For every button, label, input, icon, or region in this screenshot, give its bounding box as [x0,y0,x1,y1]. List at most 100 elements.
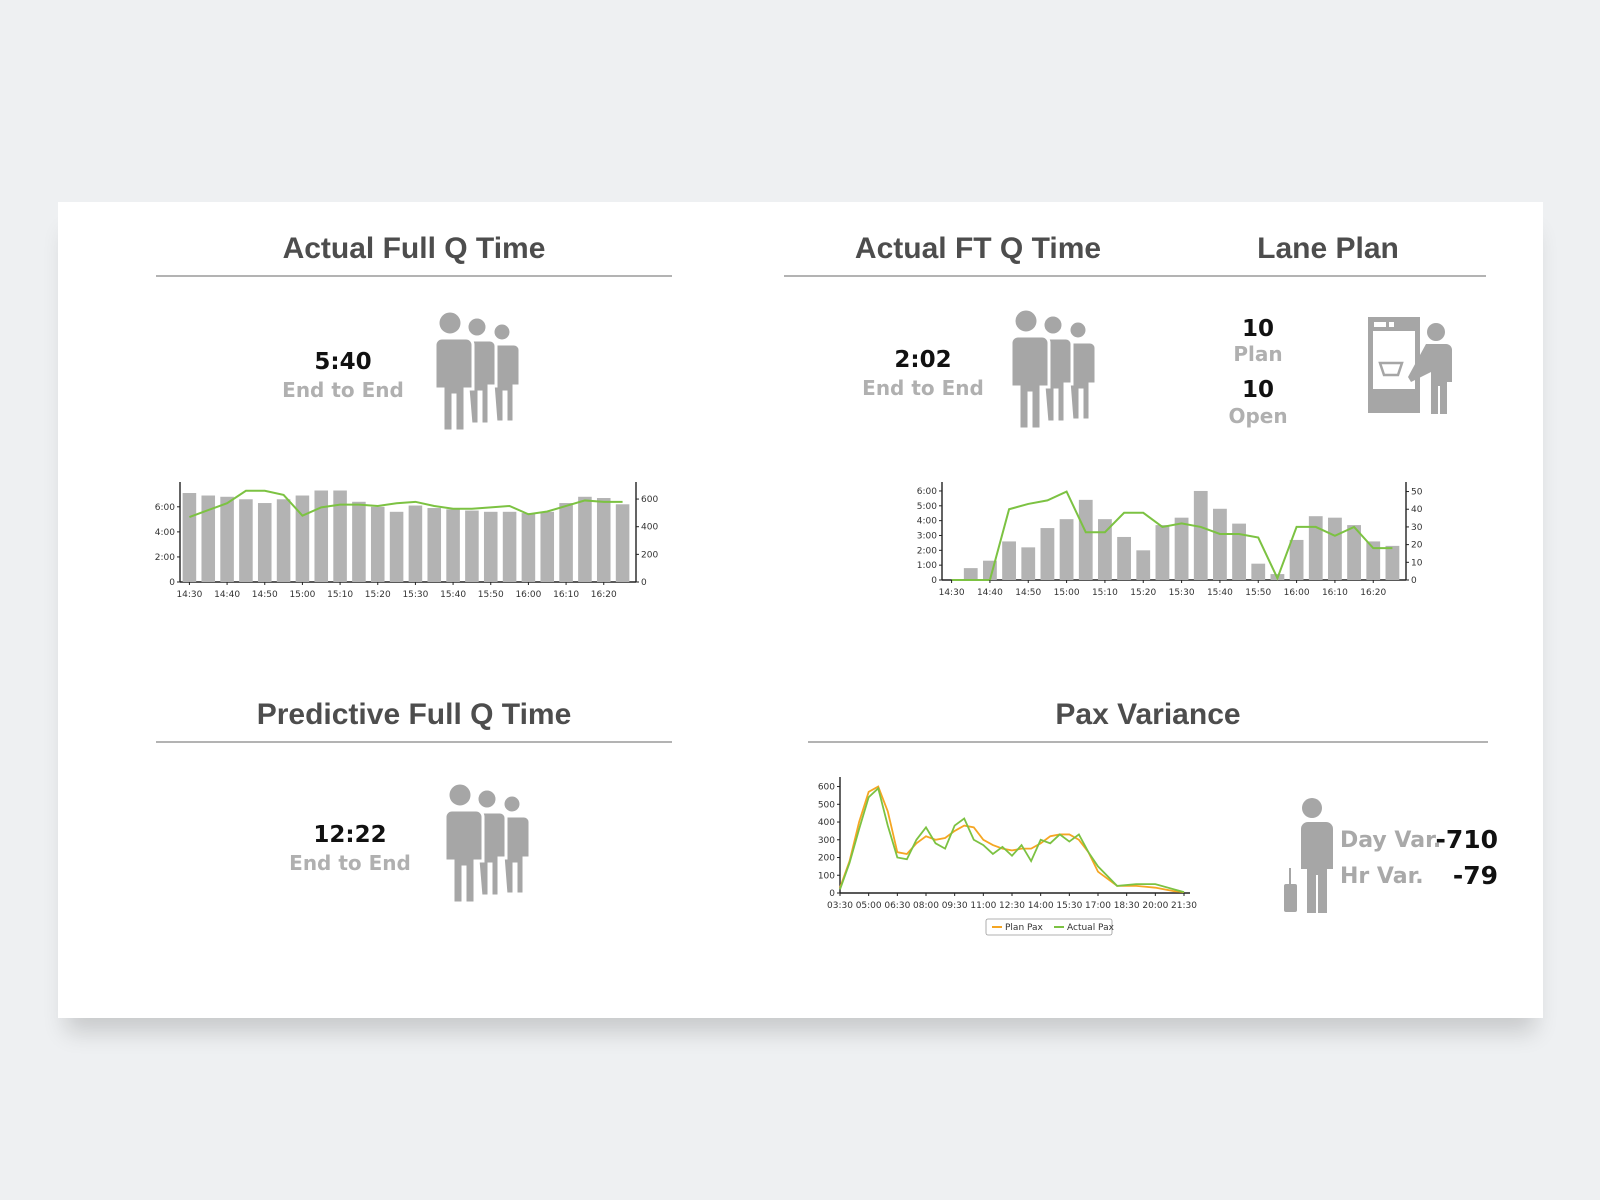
y-tick-label: 300 [818,836,835,846]
y-tick-label: 6:00 [155,503,175,513]
x-tick-label: 05:00 [856,901,882,911]
bar-15:40 [1213,508,1227,580]
lane-plan-plan-label: Plan [1233,342,1283,366]
x-tick-label: 15:40 [440,590,466,600]
bar-15:10 [1098,519,1112,580]
bar-16:25 [1385,545,1400,580]
y2-tick-label: 50 [1411,488,1423,498]
x-tick-label: 12:30 [999,901,1025,911]
x-tick-label: 15:40 [1207,588,1233,598]
x-tick-label: 16:10 [1322,588,1348,598]
bar-16:20 [1366,541,1381,580]
y-tick-label: 0 [931,576,937,586]
lane-plan-title: Lane Plan [1257,232,1399,265]
y2-tick-label: 400 [641,523,658,533]
y2-tick-label: 600 [641,495,658,505]
pax-variance-title: Pax Variance [1055,698,1241,731]
y-tick-label: 2:00 [917,546,937,556]
bar-15:05 [314,490,329,582]
x-tick-label: 15:10 [327,590,353,600]
bar-15:30 [1174,517,1189,580]
y-tick-label: 4:00 [917,517,937,527]
actual-ft-q-value: 2:02 [894,347,952,373]
bar-16:20 [596,498,611,582]
lane-plan-open-label: Open [1228,404,1288,428]
bar-15:20 [370,506,385,582]
bar-15:20 [1136,550,1151,580]
y-tick-label: 0 [829,889,835,899]
y-tick-label: 600 [818,783,835,793]
y2-tick-label: 40 [1411,505,1423,515]
bar-15:25 [389,511,404,582]
x-tick-label: 16:00 [515,590,541,600]
y2-tick-label: 0 [641,578,647,588]
bar-14:45 [1002,541,1016,580]
bar-14:40 [220,496,234,582]
y-tick-label: 2:00 [155,553,175,563]
bar-15:45 [465,510,479,582]
y-tick-label: 0 [169,578,175,588]
people-queue-icon [443,784,532,904]
actual-full-q-title: Actual Full Q Time [282,232,546,265]
predictive-full-q-value: 12:22 [313,822,387,848]
actual-full-q-value: 5:40 [314,349,372,375]
bar-16:00 [521,513,536,582]
bar-16:25 [615,504,630,582]
y-tick-label: 5:00 [917,502,937,512]
y-tick-label: 4:00 [155,528,175,538]
x-tick-label: 15:50 [478,590,504,600]
bar-14:35 [963,568,978,580]
bar-16:05 [1308,516,1323,580]
x-tick-label: 09:30 [942,901,968,911]
actual-ft-q-title: Actual FT Q Time [854,232,1102,265]
y2-tick-label: 10 [1411,558,1423,568]
x-tick-label: 20:00 [1142,901,1168,911]
x-tick-label: 14:30 [939,588,965,598]
bar-15:35 [1193,490,1208,580]
security-lane-icon [1368,317,1452,414]
actual-ft-q-sublabel: End to End [862,376,984,400]
bar-15:40 [446,509,460,582]
x-tick-label: 16:20 [591,590,617,600]
bar-15:55 [502,511,517,582]
bar-15:30 [408,505,423,582]
lane-plan-open-value: 10 [1241,377,1274,403]
day-var-value: -710 [1435,825,1498,854]
y2-tick-label: 0 [1411,576,1417,586]
line-plan-pax [839,785,1185,894]
bar-16:15 [1347,525,1361,580]
y2-tick-label: 200 [641,550,658,560]
legend-box [985,918,1113,936]
x-tick-label: 16:00 [1284,588,1310,598]
predictive-full-q-title: Predictive Full Q Time [256,698,572,731]
x-tick-label: 03:30 [827,901,853,911]
y2-tick-label: 20 [1411,541,1423,551]
y-tick-label: 100 [818,871,835,881]
x-tick-label: 15:30 [1056,901,1082,911]
hr-var-label: Hr Var. [1340,864,1424,889]
x-tick-label: 15:50 [1245,588,1271,598]
x-tick-label: 15:00 [1054,588,1080,598]
dashboard-card: Actual Full Q Time 5:40 End to End 0 2:00… [58,202,1543,1018]
x-tick-label: 11:00 [970,901,996,911]
y-tick-label: 400 [818,818,835,828]
x-tick-label: 14:40 [977,588,1003,598]
legend-label: Actual Pax [1067,923,1115,933]
bar-15:05 [1078,499,1093,580]
bar-16:05 [540,511,555,582]
people-queue-icon [1009,310,1098,430]
bar-15:10 [333,490,347,582]
x-tick-label: 21:30 [1171,901,1197,911]
bar-15:35 [427,508,442,582]
bar-16:00 [1289,539,1304,580]
bar-14:55 [276,499,291,582]
x-tick-label: 14:50 [252,590,278,600]
x-tick-label: 16:10 [553,590,579,600]
traveler-luggage-icon [1284,798,1333,913]
bar-15:25 [1155,525,1170,580]
x-tick-label: 08:00 [913,901,939,911]
day-var-label: Day Var. [1340,828,1442,853]
pax-variance-divider [808,741,1488,743]
bar-16:10 [559,503,573,582]
y2-tick-label: 30 [1411,523,1423,533]
